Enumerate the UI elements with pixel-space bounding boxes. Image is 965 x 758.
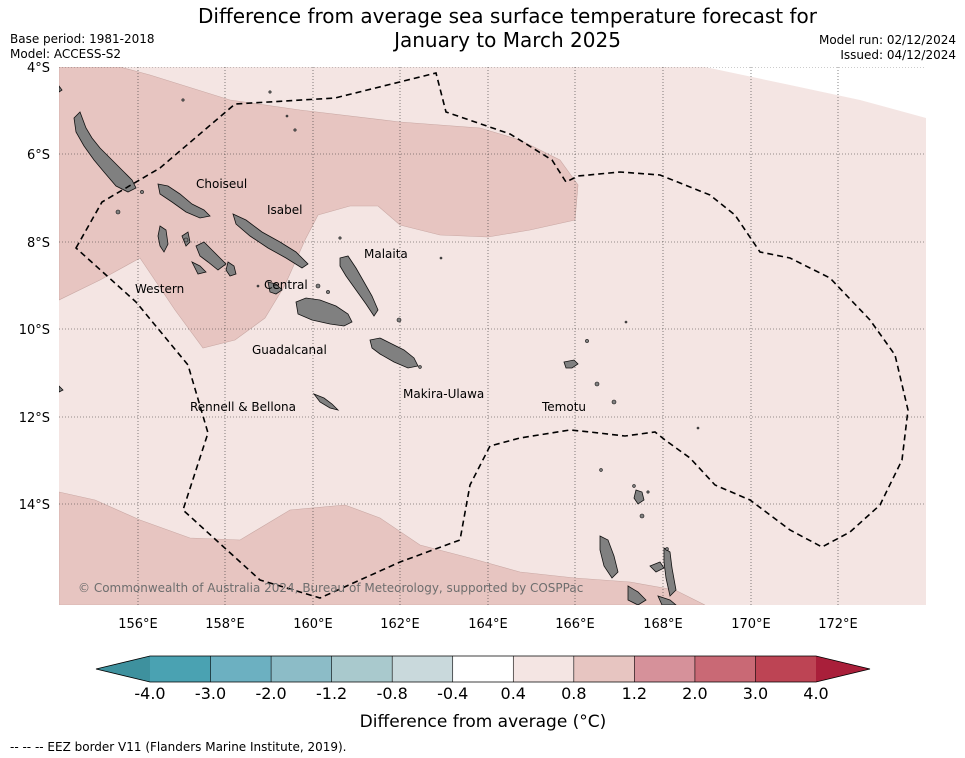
- colorbar-tick-label: -0.8: [377, 684, 408, 703]
- island-western-5: [225, 261, 237, 277]
- longitude-labels: 156°E 158°E 160°E 162°E 164°E 166°E 168°…: [118, 617, 858, 632]
- island-vanuatu-2: [663, 547, 677, 597]
- colorbar-extend-high: [816, 656, 870, 682]
- anomaly-field-warm-south: [59, 491, 706, 605]
- province-labels: Choiseul Isabel Malaita Western Central …: [135, 177, 586, 414]
- copyright-notice: © Commonwealth of Australia 2024, Bureau…: [78, 581, 583, 595]
- label-rennell-bellona: Rennell & Bellona: [190, 400, 296, 414]
- lon-label-160e: 160°E: [293, 617, 333, 632]
- colorbar-tick-label: 2.0: [682, 684, 707, 703]
- lon-label-170e: 170°E: [731, 617, 771, 632]
- island-isabel: [232, 213, 309, 269]
- label-central: Central: [264, 278, 308, 292]
- colorbar-cell: [210, 656, 272, 682]
- run-info: Model run: 02/12/2024 Issued: 04/12/2024: [819, 33, 956, 63]
- colorbar-tick-label: 0.4: [501, 684, 526, 703]
- lon-label-166e: 166°E: [555, 617, 595, 632]
- island-bougainville-edge: [59, 85, 63, 93]
- eez-border: [74, 72, 909, 599]
- model-name: Model: ACCESS-S2: [10, 47, 122, 61]
- island-temotu-1: [563, 359, 579, 369]
- anomaly-field-warm-north: [59, 67, 579, 349]
- island-western-4: [191, 261, 207, 275]
- lat-label-6s: 6°S: [27, 148, 50, 163]
- colorbar-cell: [150, 656, 212, 682]
- label-temotu: Temotu: [541, 400, 586, 414]
- lat-label-10s: 10°S: [19, 323, 50, 338]
- colorbar-tick-label: 0.8: [561, 684, 586, 703]
- model-run-date: Model run: 02/12/2024: [818, 33, 956, 47]
- colorbar-cell: [755, 656, 817, 682]
- base-period: Base period: 1981-2018: [10, 32, 155, 46]
- island-choiseul: [157, 183, 211, 219]
- colorbar-cell: [694, 656, 756, 682]
- map-area: Choiseul Isabel Malaita Western Central …: [59, 67, 926, 605]
- lon-label-164e: 164°E: [468, 617, 508, 632]
- island-western-2: [195, 241, 227, 271]
- island-vanuatu-3: [649, 561, 665, 573]
- island-rennell: [312, 393, 340, 411]
- colorbar-tick-label: -0.4: [437, 684, 468, 703]
- island-west-edge: [59, 385, 64, 393]
- lon-label-158e: 158°E: [205, 617, 245, 632]
- colorbar-tick-label: 1.2: [622, 684, 647, 703]
- lon-label-172e: 172°E: [818, 617, 858, 632]
- island-western-1: [157, 225, 169, 253]
- label-malaita: Malaita: [364, 247, 408, 261]
- colorbar-cells: [96, 656, 870, 682]
- colorbar-cell: [634, 656, 696, 682]
- title-line-2: January to March 2025: [394, 28, 621, 52]
- colorbar-tick-label: -2.0: [255, 684, 286, 703]
- label-isabel: Isabel: [267, 203, 302, 217]
- model-info: Base period: 1981-2018 Model: ACCESS-S2: [10, 32, 155, 62]
- latitude-labels: 4°S 6°S 8°S 10°S 12°S 14°S: [19, 61, 50, 513]
- island-vanuatu-4: [657, 595, 677, 605]
- issued-date: Issued: 04/12/2024: [840, 48, 956, 62]
- anomaly-field-neutral: [705, 67, 926, 118]
- colorbar-cell: [452, 656, 514, 682]
- island-makira: [369, 337, 419, 369]
- island-central-1: [267, 281, 283, 295]
- land-masses: [59, 85, 677, 605]
- lon-label-168e: 168°E: [643, 617, 683, 632]
- label-western: Western: [135, 282, 184, 296]
- small-islets: [115, 90, 700, 551]
- colorbar-cell: [513, 656, 575, 682]
- colorbar-cell: [331, 656, 393, 682]
- colorbar-cell: [271, 656, 333, 682]
- lat-label-4s: 4°S: [27, 61, 50, 76]
- colorbar-tick-label: -3.0: [195, 684, 226, 703]
- colorbar-outline: [95, 655, 871, 683]
- island-vanuatu-north: [599, 535, 619, 579]
- eez-legend: -- -- -- EEZ border V11 (Flanders Marine…: [10, 740, 347, 754]
- island-temotu-2: [633, 489, 645, 505]
- colorbar-tick-label: 4.0: [803, 684, 828, 703]
- island-choiseul-west: [73, 111, 137, 193]
- lon-label-162e: 162°E: [380, 617, 420, 632]
- colorbar-tick-labels: -4.0 -3.0 -2.0 -1.2 -0.8 -0.4 0.4 0.8 1.2 2.0 3.0 4…: [134, 684, 828, 703]
- lat-label-12s: 12°S: [19, 411, 50, 426]
- colorbar: -4.0 -3.0 -2.0 -1.2 -0.8 -0.4 0.4 0.8 1.2 2.0 3.0 4…: [95, 655, 871, 732]
- label-guadalcanal: Guadalcanal: [252, 343, 327, 357]
- lon-label-156e: 156°E: [118, 617, 158, 632]
- colorbar-extend-low: [96, 656, 150, 682]
- map-title: Difference from average sea surface temp…: [160, 4, 855, 52]
- lat-label-8s: 8°S: [27, 236, 50, 251]
- colorbar-tick-label: 3.0: [743, 684, 768, 703]
- island-guadalcanal: [295, 297, 353, 327]
- colorbar-tick-label: -4.0: [134, 684, 165, 703]
- colorbar-cell: [392, 656, 454, 682]
- island-malaita: [339, 255, 379, 317]
- island-vanuatu-1: [627, 585, 647, 605]
- colorbar-cell: [573, 656, 635, 682]
- colorbar-tick-label: -1.2: [316, 684, 347, 703]
- lat-label-14s: 14°S: [19, 498, 50, 513]
- title-line-1: Difference from average sea surface temp…: [197, 4, 817, 28]
- label-choiseul: Choiseul: [196, 177, 247, 191]
- colorbar-title: Difference from average (°C): [360, 712, 607, 732]
- label-makira-ulawa: Makira-Ulawa: [403, 387, 484, 401]
